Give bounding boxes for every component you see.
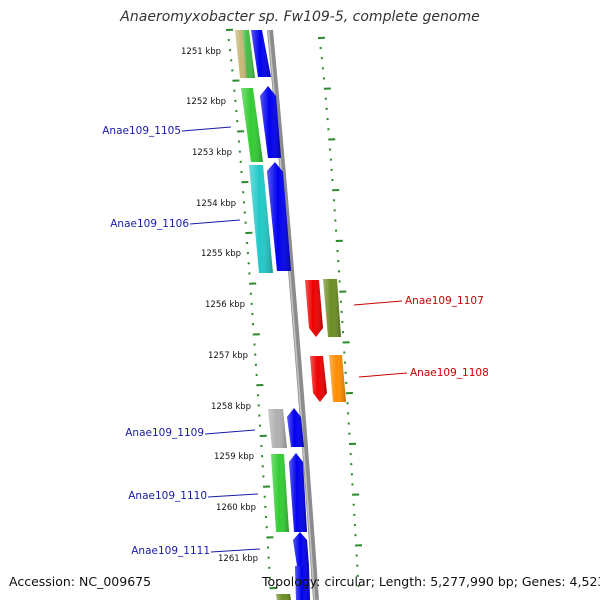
genome-title: Anaeromyxobacter sp. Fw109-5, complete g… [120, 9, 480, 25]
gene-label-text[interactable]: Anae109_1111 [131, 545, 210, 557]
kbp-labels: 1251 kbp 1252 kbp 1253 kbp 1254 kbp 1255… [181, 47, 258, 564]
feature-cog-bottom-shading [276, 594, 291, 600]
feature-cog-1107-shading [323, 279, 341, 337]
feature-cog-2-shading [242, 30, 255, 78]
kbp-label: 1255 kbp [201, 249, 241, 259]
gene-label-anae109-1106[interactable]: Anae109_1106 [110, 218, 241, 230]
feature-cog-1105-shading [241, 88, 263, 162]
feature-cog-1110-shading [271, 454, 289, 532]
feature-cog-1109-shading [268, 409, 287, 448]
gene-label-anae109-1110[interactable]: Anae109_1110 [128, 490, 259, 502]
leader-line [207, 493, 259, 498]
feature-cds-1105-shading [260, 86, 281, 158]
kbp-label: 1251 kbp [181, 47, 221, 57]
topology-text: Topology: circular; Length: 5,277,990 bp… [262, 574, 600, 589]
gene-label-anae109-1108[interactable]: Anae109_1108 [358, 367, 489, 379]
feature-cds-1109-shading [287, 408, 304, 447]
feature-cds-1108-shading [310, 356, 327, 402]
kbp-label: 1260 kbp [216, 503, 256, 513]
feature-cds-1110-shading [289, 453, 307, 532]
feature-cds-1107-shading [305, 280, 323, 337]
accession-text: Accession: NC_009675 [9, 574, 152, 589]
feature-cog-1106-shading [249, 165, 273, 273]
feature-cds-1-shading [251, 30, 271, 77]
inner-tick-track [225, 28, 277, 590]
gene-label-text[interactable]: Anae109_1105 [102, 125, 181, 137]
kbp-label: 1261 kbp [218, 554, 258, 564]
kbp-label: 1253 kbp [192, 148, 232, 158]
gene-label-anae109-1105[interactable]: Anae109_1105 [102, 125, 232, 137]
leader-line [358, 372, 408, 378]
genome-backbone [267, 29, 319, 600]
feature-track [235, 30, 346, 600]
kbp-label: 1259 kbp [214, 452, 254, 462]
kbp-label: 1258 kbp [211, 402, 251, 412]
gene-label-text[interactable]: Anae109_1108 [410, 367, 489, 379]
kbp-label: 1252 kbp [186, 97, 226, 107]
leader-line [189, 219, 241, 225]
feature-cds-1111-shading [293, 532, 309, 566]
gene-label-text[interactable]: Anae109_1109 [125, 427, 204, 439]
kbp-label: 1256 kbp [205, 300, 245, 310]
outer-tick-track [317, 36, 363, 588]
gene-label-anae109-1111[interactable]: Anae109_1111 [131, 545, 261, 557]
gene-label-text[interactable]: Anae109_1107 [405, 295, 484, 307]
feature-cog-1108-shading [329, 355, 346, 402]
leader-line [353, 300, 403, 306]
feature-cds-1106-shading [267, 162, 291, 271]
kbp-label: 1257 kbp [208, 351, 248, 361]
feature-cds-bottom-shading [295, 566, 310, 600]
kbp-label: 1254 kbp [196, 199, 236, 209]
leader-line [204, 429, 256, 435]
gene-label-text[interactable]: Anae109_1110 [128, 490, 207, 502]
gene-label-text[interactable]: Anae109_1106 [110, 218, 189, 230]
feature-cog-1-shading [235, 30, 248, 78]
gene-label-anae109-1109[interactable]: Anae109_1109 [125, 427, 256, 439]
leader-line [181, 126, 232, 132]
leader-line [210, 548, 261, 553]
gene-labels: Anae109_1105 Anae109_1106 Anae109_1107 A… [102, 125, 489, 557]
gene-label-anae109-1107[interactable]: Anae109_1107 [353, 295, 484, 307]
